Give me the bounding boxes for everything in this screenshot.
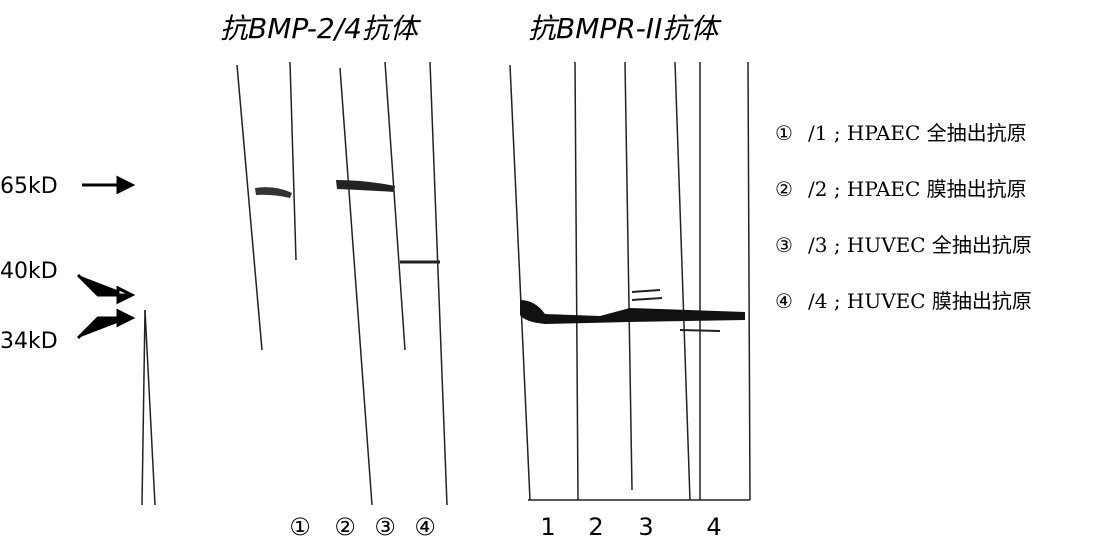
lane-label: ①: [289, 513, 311, 541]
marker-label: 40kD: [0, 259, 58, 284]
lane-label: ③: [374, 513, 396, 541]
lane-label: 2: [588, 513, 603, 541]
arrow: [78, 275, 132, 302]
lane-label: 3: [638, 513, 653, 541]
figure: 抗BMP-2/4抗体 抗BMPR-II抗体 65kD 40kD 34kD ① ②…: [0, 0, 1116, 552]
panel-title: 抗BMPR-II抗体: [528, 12, 722, 45]
lane-label: 4: [706, 513, 721, 541]
lane-label: 1: [540, 513, 555, 541]
legend-symbol: ④: [775, 289, 793, 313]
arrow: [82, 178, 132, 192]
arrow: [78, 311, 132, 338]
blot-2: [510, 62, 750, 500]
legend-text: /2 ; HPAEC 膜抽出抗原: [808, 177, 1027, 201]
legend-symbol: ②: [775, 177, 793, 201]
legend-text: /1 ; HPAEC 全抽出抗原: [808, 121, 1027, 145]
legend-symbol: ①: [775, 121, 793, 145]
legend-text: /4 ; HUVEC 膜抽出抗原: [808, 289, 1032, 313]
lane-label: ④: [414, 513, 436, 541]
legend-text: /3 ; HUVEC 全抽出抗原: [808, 233, 1032, 257]
lane-label: ②: [334, 513, 356, 541]
panel-title: 抗BMP-2/4抗体: [220, 12, 422, 45]
legend-symbol: ③: [775, 233, 793, 257]
marker-label: 34kD: [0, 329, 58, 354]
blot-1: [142, 62, 447, 505]
marker-label: 65kD: [0, 174, 58, 199]
